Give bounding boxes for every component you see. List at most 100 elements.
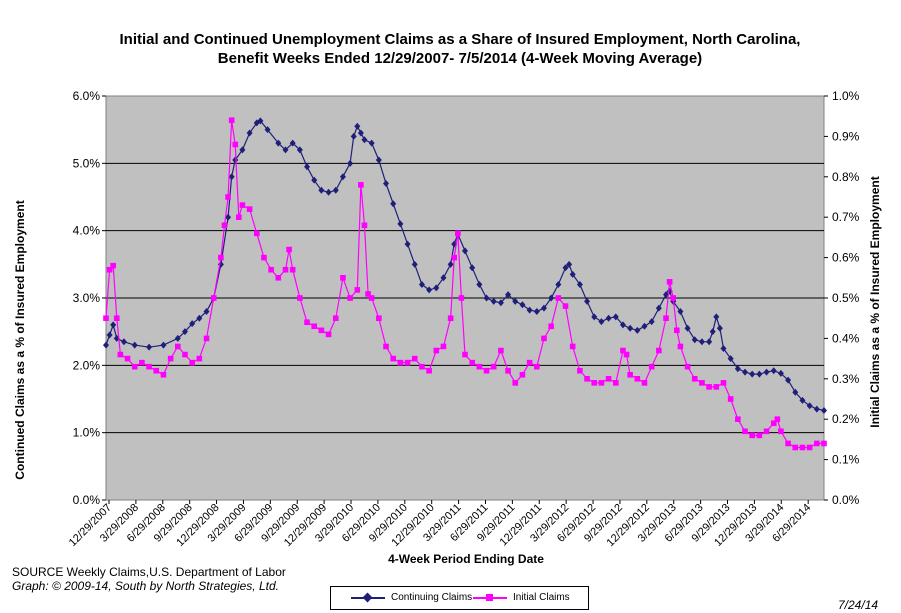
data-point-initial-claims — [361, 222, 368, 229]
data-point-continuing-claims — [706, 338, 713, 346]
data-point-initial-claims — [727, 396, 734, 402]
data-point-initial-claims — [735, 416, 741, 422]
data-point-initial-claims — [656, 347, 662, 354]
data-point-initial-claims — [519, 371, 526, 378]
x-axis-label: 4-Week Period Ending Date — [388, 552, 544, 566]
data-point-initial-claims — [124, 355, 131, 362]
data-point-initial-claims — [526, 359, 533, 366]
data-point-initial-claims — [774, 416, 781, 422]
y-right-tick-label: 0.8% — [832, 170, 860, 184]
data-point-initial-claims — [476, 363, 483, 370]
data-point-initial-claims — [239, 202, 246, 208]
data-point-continuing-claims — [698, 338, 705, 346]
data-point-continuing-claims — [566, 260, 573, 268]
data-point-continuing-claims — [519, 301, 526, 309]
data-point-continuing-claims — [709, 328, 716, 336]
data-point-initial-claims — [275, 275, 282, 281]
data-point-initial-claims — [286, 246, 292, 253]
data-point-initial-claims — [221, 222, 228, 229]
data-point-initial-claims — [699, 380, 705, 386]
data-point-initial-claims — [648, 363, 655, 370]
y-right-tick-label: 0.7% — [832, 210, 860, 224]
data-point-initial-claims — [691, 376, 698, 382]
data-point-initial-claims — [332, 315, 339, 321]
data-point-initial-claims — [182, 351, 188, 358]
data-point-initial-claims — [821, 440, 827, 447]
data-point-continuing-claims — [390, 200, 397, 208]
data-point-continuing-claims — [174, 334, 181, 342]
data-point-initial-claims — [778, 428, 784, 435]
data-point-initial-claims — [131, 363, 138, 370]
data-point-initial-claims — [365, 291, 371, 297]
source-note: SOURCE Weekly Claims,U.S. Department of … — [12, 565, 286, 579]
data-point-continuing-claims — [228, 173, 235, 181]
data-point-continuing-claims — [264, 126, 271, 134]
data-point-continuing-claims — [526, 306, 533, 314]
data-point-initial-claims — [440, 343, 447, 350]
data-point-initial-claims — [167, 355, 174, 362]
y-right-tick-label: 0.9% — [832, 129, 860, 143]
data-point-initial-claims — [304, 319, 310, 326]
data-point-continuing-claims — [785, 376, 792, 384]
data-point-continuing-claims — [304, 163, 311, 171]
data-point-initial-claims — [261, 254, 267, 261]
data-point-initial-claims — [196, 355, 203, 362]
data-point-initial-claims — [598, 380, 605, 386]
data-point-initial-claims — [225, 194, 231, 200]
data-point-continuing-claims — [483, 294, 490, 302]
data-point-continuing-claims — [627, 324, 634, 332]
data-point-initial-claims — [555, 295, 562, 301]
y-right-tick-label: 0.2% — [832, 412, 860, 426]
data-point-initial-claims — [103, 315, 109, 321]
data-point-initial-claims — [505, 367, 511, 374]
data-point-continuing-claims — [146, 343, 153, 351]
data-point-continuing-claims — [103, 341, 109, 349]
data-point-initial-claims — [113, 315, 120, 321]
data-point-continuing-claims — [813, 405, 820, 413]
data-point-initial-claims — [246, 206, 253, 212]
data-point-continuing-claims — [418, 281, 425, 289]
data-point-initial-claims — [512, 380, 519, 386]
data-point-continuing-claims — [777, 369, 784, 377]
data-point-continuing-claims — [375, 156, 382, 164]
data-point-initial-claims — [153, 367, 160, 374]
data-point-continuing-claims — [821, 406, 827, 414]
y-left-tick-label: 6.0% — [73, 89, 101, 103]
data-point-continuing-claims — [648, 318, 655, 326]
data-point-continuing-claims — [792, 388, 799, 396]
x-ticks: 12/29/20073/29/20086/29/20089/29/200812/… — [67, 500, 813, 549]
legend-label-continuing: Continuing Claims — [391, 592, 473, 603]
y-right-ticks: 0.0% 0.1% 0.2% 0.3% 0.4% 0.5% 0.6% 0.7% 0.8% 0.9%… — [824, 89, 860, 507]
data-point-continuing-claims — [605, 314, 612, 322]
data-point-continuing-claims — [720, 345, 727, 352]
data-point-continuing-claims — [275, 139, 282, 147]
data-point-initial-claims — [433, 347, 440, 354]
data-point-continuing-claims — [569, 270, 576, 278]
legend-marker-continuing — [362, 592, 373, 603]
data-point-continuing-claims — [318, 186, 325, 194]
data-point-continuing-claims — [734, 365, 741, 373]
data-point-initial-claims — [742, 428, 748, 435]
data-point-initial-claims — [663, 315, 669, 321]
data-point-initial-claims — [577, 367, 583, 374]
data-point-initial-claims — [490, 363, 497, 370]
data-point-initial-claims — [318, 327, 325, 334]
data-point-continuing-claims — [225, 213, 232, 221]
data-point-continuing-claims — [383, 180, 390, 188]
data-point-continuing-claims — [325, 188, 332, 196]
data-point-continuing-claims — [663, 291, 670, 299]
data-point-initial-claims — [720, 380, 727, 386]
data-point-continuing-claims — [742, 368, 749, 376]
legend: Continuing Claims Initial Claims — [330, 586, 589, 610]
data-point-initial-claims — [469, 359, 475, 366]
y-left-tick-label: 2.0% — [73, 358, 101, 372]
data-point-continuing-claims — [397, 220, 404, 228]
data-point-initial-claims — [462, 351, 468, 358]
data-point-initial-claims — [110, 262, 116, 269]
data-point-initial-claims — [325, 331, 332, 338]
data-point-initial-claims — [175, 343, 181, 350]
data-point-continuing-claims — [368, 139, 375, 147]
data-point-initial-claims — [210, 295, 217, 301]
data-point-initial-claims — [534, 363, 540, 370]
